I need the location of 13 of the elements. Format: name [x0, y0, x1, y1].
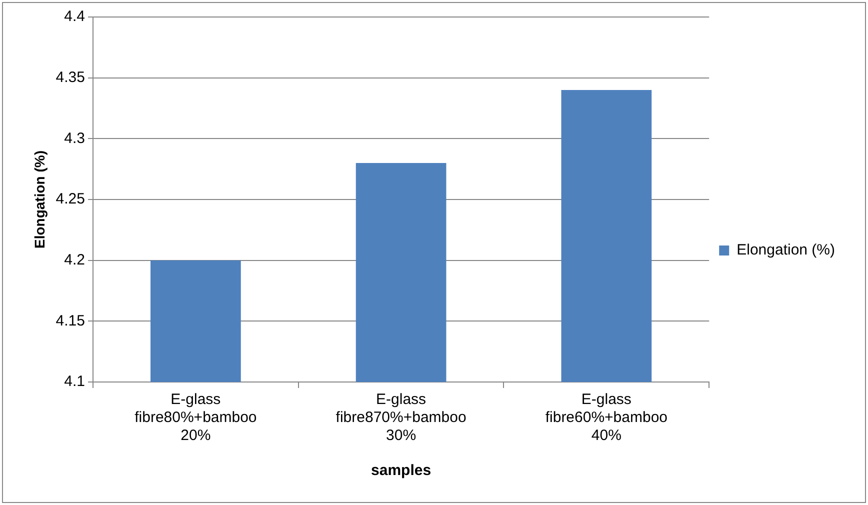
y-axis-title: Elongation (%) — [31, 150, 48, 248]
legend-label: Elongation (%) — [736, 242, 836, 259]
y-tick-label: 4.35 — [56, 68, 85, 86]
y-tick-label: 4.2 — [64, 251, 85, 268]
y-tick-label: 4.4 — [64, 8, 85, 26]
y-tick-label: 4.25 — [56, 190, 85, 208]
x-tick-label: E-glass fibre60%+bamboo 40% — [545, 391, 668, 444]
x-tick-label: E-glass fibre80%+bamboo 20% — [134, 391, 257, 444]
x-axis-title: samples — [371, 462, 432, 480]
y-tick-label: 4.1 — [64, 373, 85, 390]
y-tick-label: 4.15 — [56, 312, 85, 330]
x-tick-label: E-glass fibre870%+bamboo 30% — [336, 391, 466, 444]
y-tick-label: 4.3 — [64, 130, 85, 147]
